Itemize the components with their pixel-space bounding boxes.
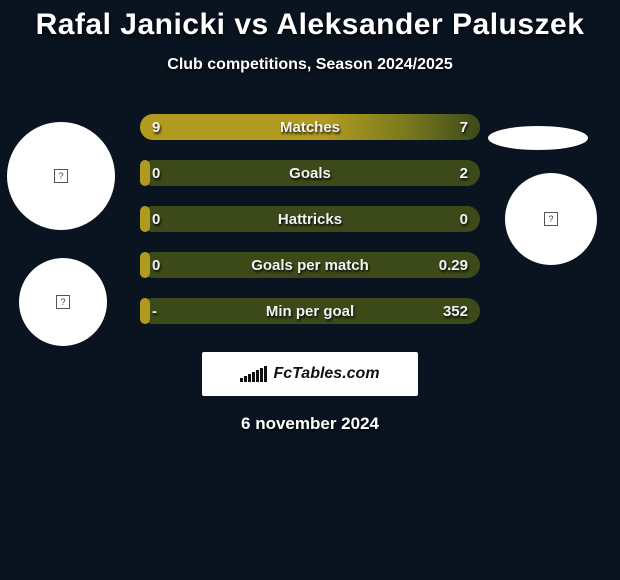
date-text: 6 november 2024 — [0, 414, 620, 434]
decorative-oval — [488, 126, 588, 150]
stat-bar: 9Matches7 — [140, 114, 480, 140]
stat-value-right: 0 — [460, 206, 468, 232]
brand-box[interactable]: FcTables.com — [202, 352, 418, 396]
stat-label: Hattricks — [140, 206, 480, 232]
page-title: Rafal Janicki vs Aleksander Paluszek — [0, 8, 620, 42]
stat-label: Goals per match — [140, 252, 480, 278]
player2-portrait: ? — [505, 173, 597, 265]
stat-value-right: 352 — [443, 298, 468, 324]
stat-bar: 0Hattricks0 — [140, 206, 480, 232]
comparison-card: Rafal Janicki vs Aleksander Paluszek Clu… — [0, 0, 620, 434]
bar-chart-icon — [240, 366, 267, 382]
stat-value-right: 0.29 — [439, 252, 468, 278]
stat-value-right: 2 — [460, 160, 468, 186]
stat-label: Min per goal — [140, 298, 480, 324]
image-placeholder-icon: ? — [544, 212, 558, 226]
stat-value-right: 7 — [460, 114, 468, 140]
brand-label: FcTables.com — [273, 365, 379, 383]
stat-bar: -Min per goal352 — [140, 298, 480, 324]
image-placeholder-icon: ? — [56, 295, 70, 309]
image-placeholder-icon: ? — [54, 169, 68, 183]
stat-bar: 0Goals per match0.29 — [140, 252, 480, 278]
stat-label: Matches — [140, 114, 480, 140]
stat-bar: 0Goals2 — [140, 160, 480, 186]
stat-label: Goals — [140, 160, 480, 186]
subtitle: Club competitions, Season 2024/2025 — [0, 56, 620, 74]
team1-badge: ? — [19, 258, 107, 346]
player1-portrait-large: ? — [7, 122, 115, 230]
